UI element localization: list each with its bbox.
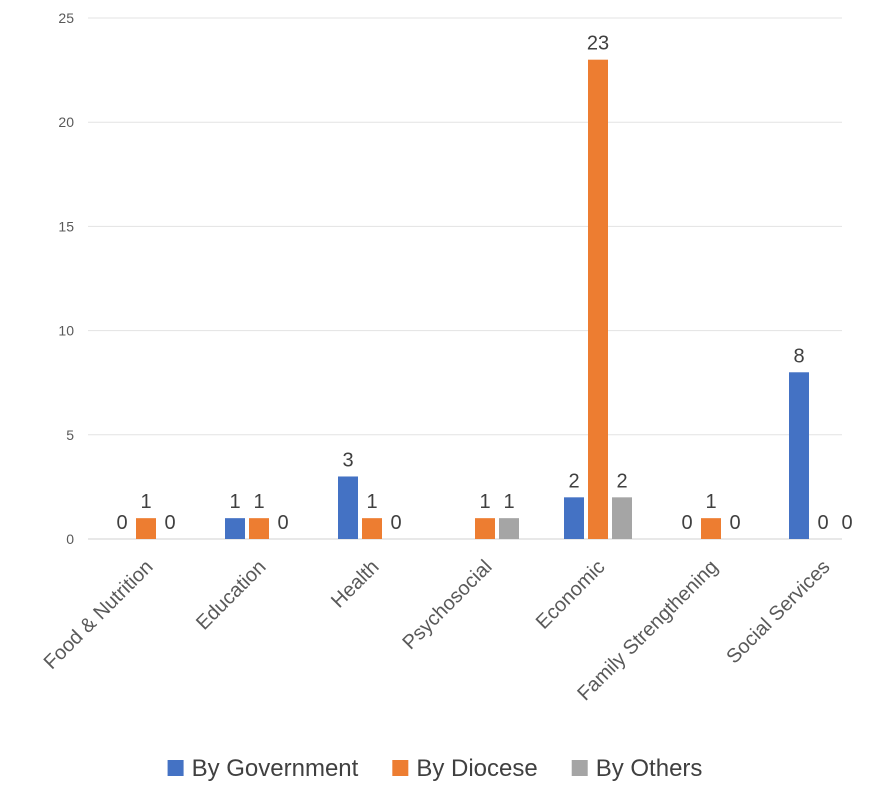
data-label: 0 xyxy=(164,512,175,534)
data-label: 0 xyxy=(681,512,692,534)
data-label: 2 xyxy=(568,470,579,492)
data-label: 0 xyxy=(817,512,828,534)
y-tick-label: 15 xyxy=(58,218,74,234)
category-label: Education xyxy=(192,556,270,634)
bar xyxy=(612,497,632,539)
legend-swatch xyxy=(167,760,184,776)
data-label: 2 xyxy=(616,470,627,492)
bar xyxy=(249,518,269,539)
y-tick-label: 20 xyxy=(58,114,74,130)
data-label: 1 xyxy=(479,491,490,513)
bar xyxy=(338,476,358,539)
data-label: 1 xyxy=(503,491,514,513)
category-label: Economic xyxy=(532,556,610,634)
y-tick-label: 0 xyxy=(66,531,74,547)
data-label: 0 xyxy=(729,512,740,534)
data-label: 1 xyxy=(253,491,264,513)
bar xyxy=(588,59,608,540)
y-tick-label: 10 xyxy=(58,323,74,339)
data-label: 0 xyxy=(116,512,127,534)
legend-swatch xyxy=(392,760,409,776)
bar xyxy=(136,518,156,539)
y-tick-label: 5 xyxy=(66,427,74,443)
data-label: 0 xyxy=(277,512,288,534)
gridlines xyxy=(88,17,842,540)
data-label: 1 xyxy=(705,491,716,513)
y-tick-label: 25 xyxy=(58,10,74,26)
x-axis-categories: Food & Nutrition Education Health Psychosoc… xyxy=(40,556,835,705)
data-label: 23 xyxy=(587,33,609,55)
legend-swatch xyxy=(571,760,588,776)
bar xyxy=(499,518,519,539)
legend-label: By Diocese xyxy=(416,755,537,782)
data-label: 1 xyxy=(140,491,151,513)
bar xyxy=(362,518,382,539)
legend-label: By Others xyxy=(596,755,703,782)
bar xyxy=(701,518,721,539)
bar xyxy=(564,497,584,539)
y-axis-ticks: 0 5 10 15 20 25 xyxy=(58,10,74,547)
bars xyxy=(136,59,809,540)
bar xyxy=(475,518,495,539)
category-label: Psychosocial xyxy=(398,556,496,654)
data-label: 8 xyxy=(793,345,804,367)
bar xyxy=(225,518,245,539)
data-label: 1 xyxy=(366,491,377,513)
data-label: 1 xyxy=(229,491,240,513)
category-label: Health xyxy=(327,556,383,612)
data-label: 0 xyxy=(841,512,852,534)
category-label: Social Services xyxy=(722,556,834,668)
bar xyxy=(789,372,809,539)
data-label: 3 xyxy=(342,449,353,471)
data-label: 0 xyxy=(390,512,401,534)
legend: By Government By Diocese By Others xyxy=(167,755,703,782)
category-label: Food & Nutrition xyxy=(40,556,158,674)
legend-label: By Government xyxy=(192,755,359,782)
